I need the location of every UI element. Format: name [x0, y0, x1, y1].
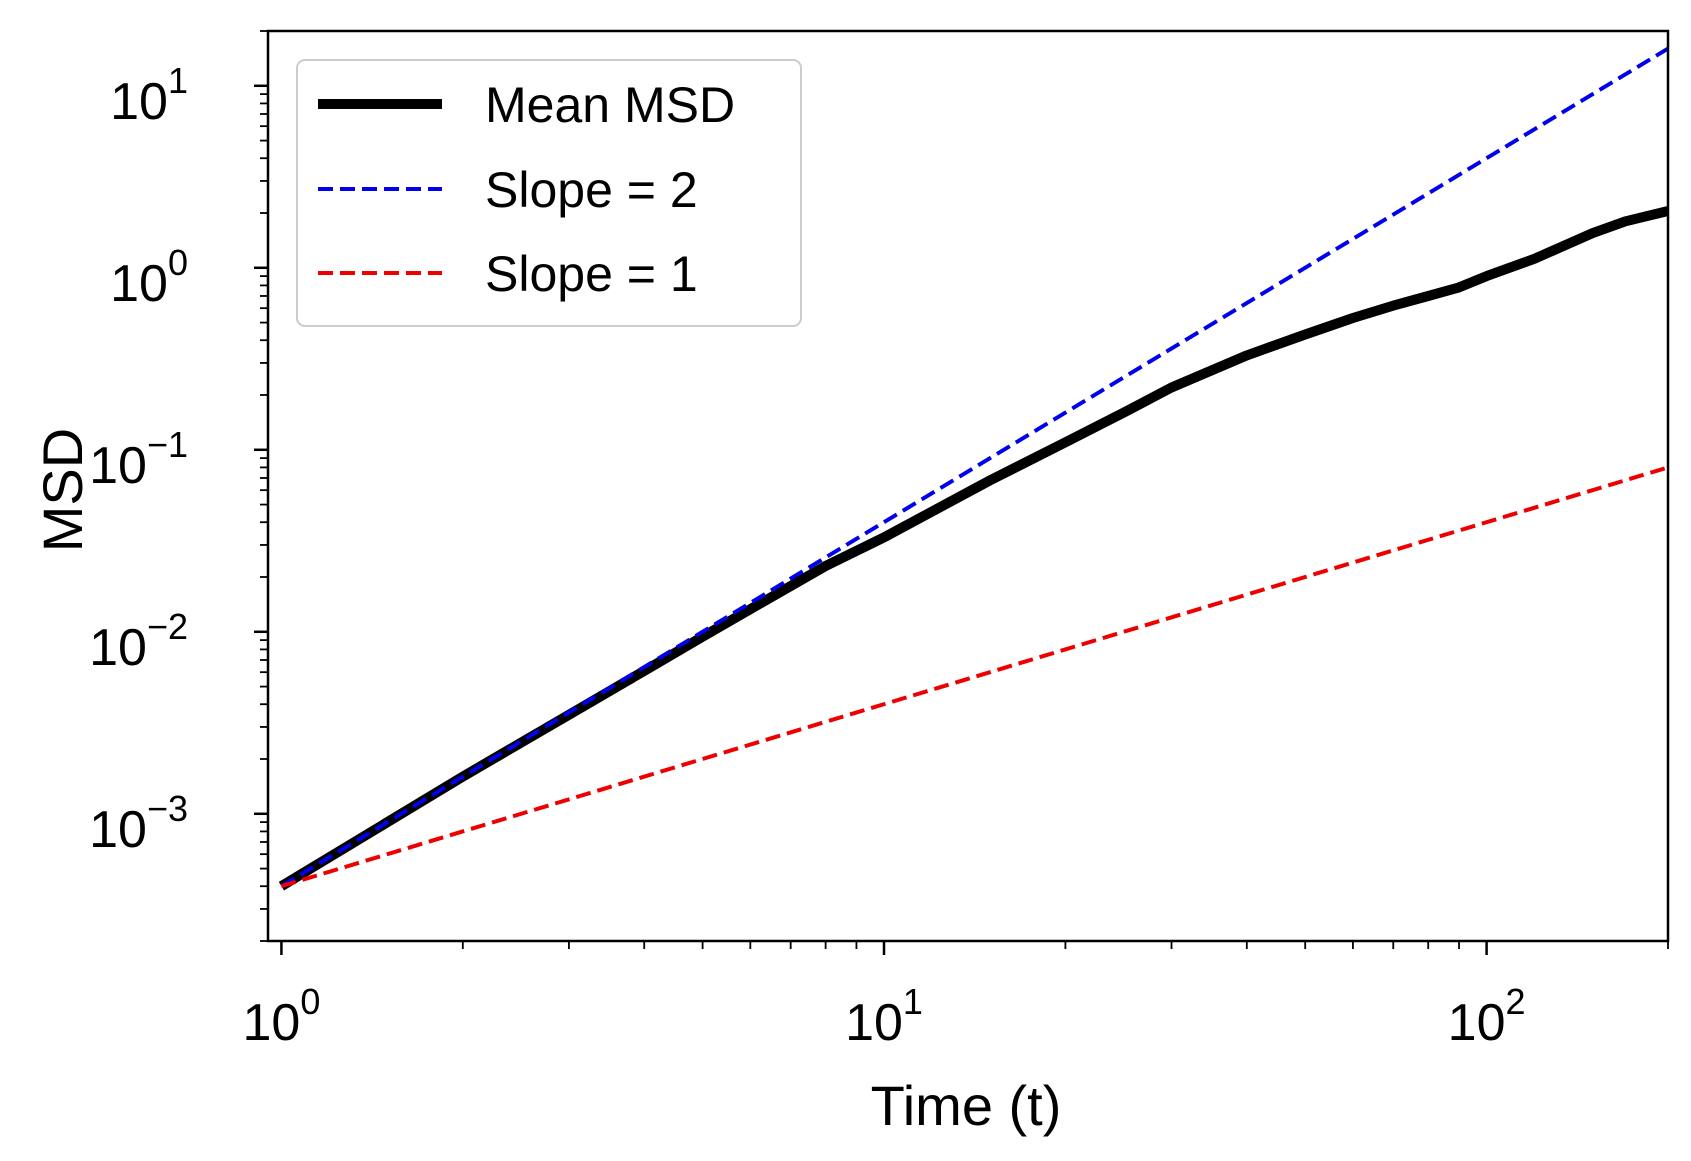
legend-label-slope-2: Slope = 2	[485, 162, 698, 218]
x-tick-label-base: 10	[242, 994, 300, 1052]
plot-frame	[266, 29, 1670, 943]
x-tick-label-exponent: 2	[1506, 981, 1526, 1022]
y-tick-label: 10−2	[89, 606, 188, 677]
plot-lines	[278, 46, 1670, 891]
series-line-slope-2	[280, 46, 1670, 888]
major-ticks	[254, 84, 1488, 955]
x-tick-label: 100	[242, 981, 320, 1052]
y-tick-label-base: 10	[89, 619, 147, 677]
y-tick-label: 101	[110, 60, 188, 131]
y-tick-label-exponent: −2	[147, 606, 188, 647]
x-tick-label-base: 10	[1448, 994, 1506, 1052]
y-tick-label-exponent: 1	[168, 60, 188, 101]
minor-ticks	[260, 30, 1669, 949]
y-tick-label-base: 10	[89, 437, 147, 495]
x-axis-label: Time (t)	[871, 1074, 1062, 1137]
x-tick-label: 102	[1448, 981, 1526, 1052]
y-tick-label-base: 10	[110, 73, 168, 131]
y-tick-label: 10−1	[89, 424, 188, 495]
series-line-mean-msd	[278, 206, 1670, 891]
y-tick-label: 100	[110, 242, 188, 313]
y-tick-label-base: 10	[89, 801, 147, 859]
legend-box	[296, 59, 802, 327]
y-tick-label-exponent: 0	[168, 242, 188, 283]
y-tick-label-exponent: −3	[147, 788, 188, 829]
y-tick-label: 10−3	[89, 788, 188, 859]
legend: Mean MSD Slope = 2 Slope = 1	[296, 59, 802, 327]
y-tick-label-exponent: −1	[147, 424, 188, 465]
x-tick-label: 101	[845, 981, 923, 1052]
legend-label-slope-1: Slope = 1	[485, 246, 698, 302]
y-axis-label: MSD	[31, 428, 94, 552]
x-tick-label-exponent: 1	[903, 981, 923, 1022]
x-tick-label-exponent: 0	[300, 981, 320, 1022]
y-tick-label-base: 10	[110, 255, 168, 313]
legend-label-mean-msd: Mean MSD	[485, 77, 735, 133]
x-tick-label-base: 10	[845, 994, 903, 1052]
